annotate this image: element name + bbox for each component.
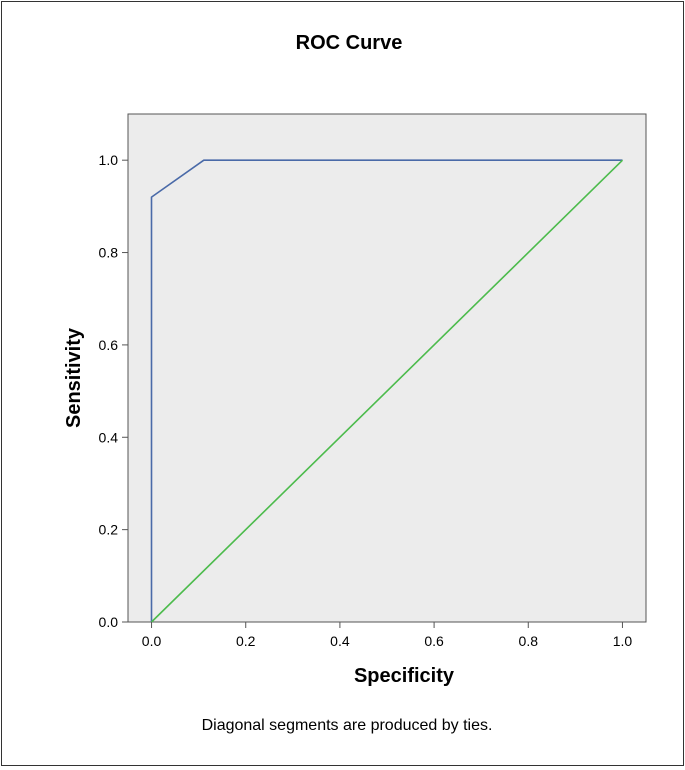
y-tick-label: 0.4 [99, 429, 119, 445]
footnote: Diagonal segments are produced by ties. [202, 717, 493, 734]
y-tick-label: 1.0 [99, 152, 119, 168]
plot-area [127, 113, 647, 623]
chart-title: ROC Curve [296, 32, 403, 54]
reference-diagonal-line [150, 159, 624, 623]
y-tick-label: 0.6 [99, 337, 119, 353]
series-layer [150, 159, 624, 623]
y-tick-label: 0.8 [99, 245, 119, 261]
y-axis-label: Sensitivity [63, 327, 85, 428]
x-tick-label: 0.4 [330, 633, 350, 649]
roc-curve-line [150, 159, 623, 622]
tick-layer: 0.0 0.2 0.4 0.6 0.8 1.0 0.0 0.2 0.4 0.6 0.8 1.0 [99, 152, 633, 649]
x-tick-label: 1.0 [613, 633, 633, 649]
x-tick-label: 0.0 [142, 633, 162, 649]
x-axis-label: Specificity [354, 665, 455, 687]
x-tick-label: 0.8 [519, 633, 539, 649]
y-tick-label: 0.0 [99, 614, 119, 630]
x-tick-label: 0.2 [236, 633, 256, 649]
x-tick-label: 0.6 [424, 633, 444, 649]
y-tick-label: 0.2 [99, 522, 119, 538]
